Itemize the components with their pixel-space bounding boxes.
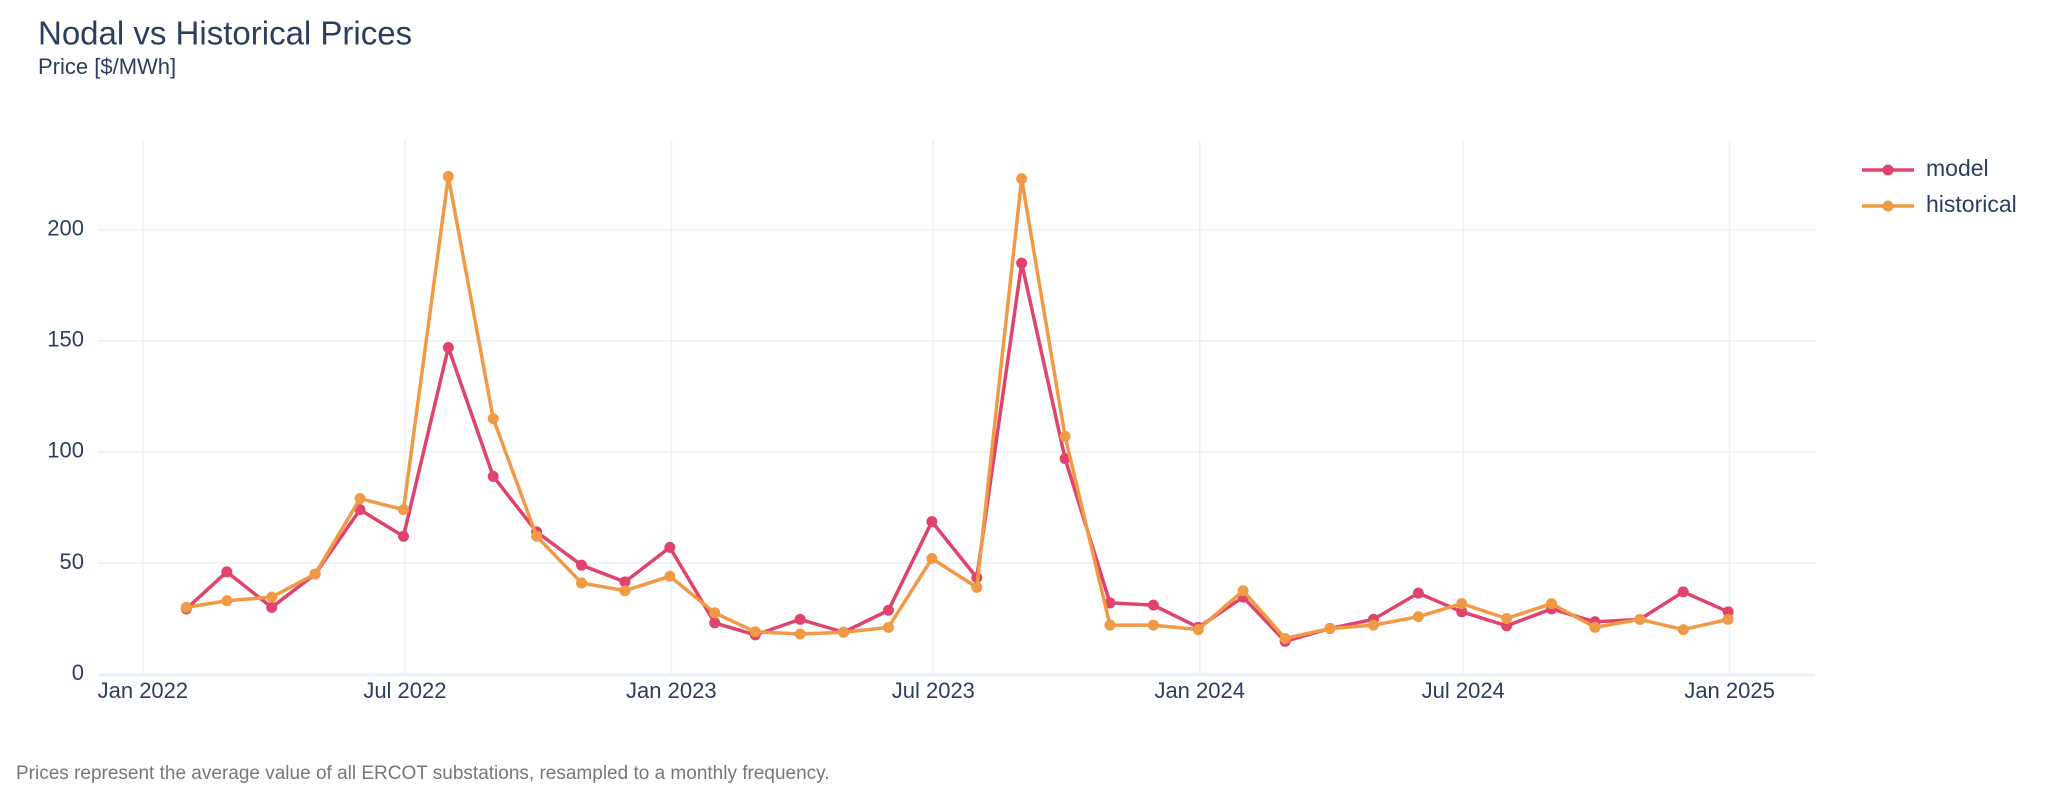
data-point: [1016, 173, 1028, 185]
data-point: [1677, 586, 1689, 598]
data-point: [180, 601, 192, 613]
y-tick-label: 100: [47, 438, 84, 463]
data-point: [442, 342, 454, 354]
data-point: [664, 541, 676, 553]
data-point: [1147, 619, 1159, 631]
data-point: [309, 568, 321, 580]
legend-marker: [1882, 200, 1894, 212]
data-point: [1634, 613, 1646, 625]
x-tick-label: Jan 2024: [1154, 678, 1245, 703]
y-tick-label: 50: [60, 549, 84, 574]
data-point: [794, 628, 806, 640]
data-point: [971, 581, 983, 593]
data-point: [1722, 606, 1734, 618]
series-line: [186, 174, 1729, 641]
data-point: [354, 504, 366, 516]
data-point: [397, 504, 409, 516]
data-point: [1059, 430, 1071, 442]
data-point: [838, 626, 850, 638]
legend-label: model: [1926, 155, 1989, 181]
data-point: [709, 617, 721, 629]
data-point: [1589, 621, 1601, 633]
data-point: [1104, 597, 1116, 609]
data-point: [1677, 624, 1689, 636]
data-point: [619, 576, 631, 588]
data-point: [1192, 624, 1204, 636]
data-point: [576, 559, 588, 571]
data-point: [926, 516, 938, 528]
data-point: [1722, 613, 1734, 625]
chart-subtitle: Price [$/MWh]: [38, 54, 176, 79]
data-point: [266, 591, 278, 603]
data-point: [1412, 587, 1424, 599]
data-point: [266, 601, 278, 613]
data-point: [664, 570, 676, 582]
data-point: [354, 493, 366, 505]
x-tick-label: Jul 2024: [1422, 678, 1505, 703]
data-point: [1546, 598, 1558, 610]
data-point: [1412, 611, 1424, 623]
data-point: [1237, 585, 1249, 597]
x-tick-label: Jul 2022: [363, 678, 446, 703]
chart-title: Nodal vs Historical Prices: [38, 15, 412, 52]
x-tick-label: Jan 2023: [626, 678, 717, 703]
data-point: [1367, 619, 1379, 631]
data-point: [709, 607, 721, 619]
data-point: [749, 626, 761, 638]
footnote: Prices represent the average value of al…: [16, 763, 830, 784]
data-point: [487, 470, 499, 482]
data-point: [1324, 622, 1336, 634]
data-point: [619, 585, 631, 597]
data-point: [487, 413, 499, 425]
data-point: [1147, 599, 1159, 611]
legend-label: historical: [1926, 191, 2017, 217]
data-point: [397, 530, 409, 542]
data-point: [1016, 257, 1028, 269]
data-point: [794, 613, 806, 625]
data-point: [1501, 612, 1513, 624]
data-point: [926, 553, 938, 565]
y-tick-label: 150: [47, 327, 84, 352]
data-point: [576, 577, 588, 589]
data-point: [1059, 453, 1071, 465]
legend-marker: [1882, 164, 1894, 176]
x-tick-label: Jul 2023: [892, 678, 975, 703]
y-tick-label: 200: [47, 216, 84, 241]
data-point: [882, 621, 894, 633]
data-point: [1104, 619, 1116, 631]
data-point: [221, 566, 233, 578]
data-point: [221, 595, 233, 607]
data-point: [531, 530, 543, 542]
data-point: [1456, 598, 1468, 610]
data-point: [442, 171, 454, 183]
y-tick-label: 0: [72, 660, 84, 685]
series-line: [185, 261, 1729, 644]
data-point: [1456, 606, 1468, 618]
x-tick-label: Jan 2022: [98, 678, 189, 703]
x-tick-label: Jan 2025: [1684, 678, 1775, 703]
data-point: [882, 604, 894, 616]
data-point: [1279, 632, 1291, 644]
